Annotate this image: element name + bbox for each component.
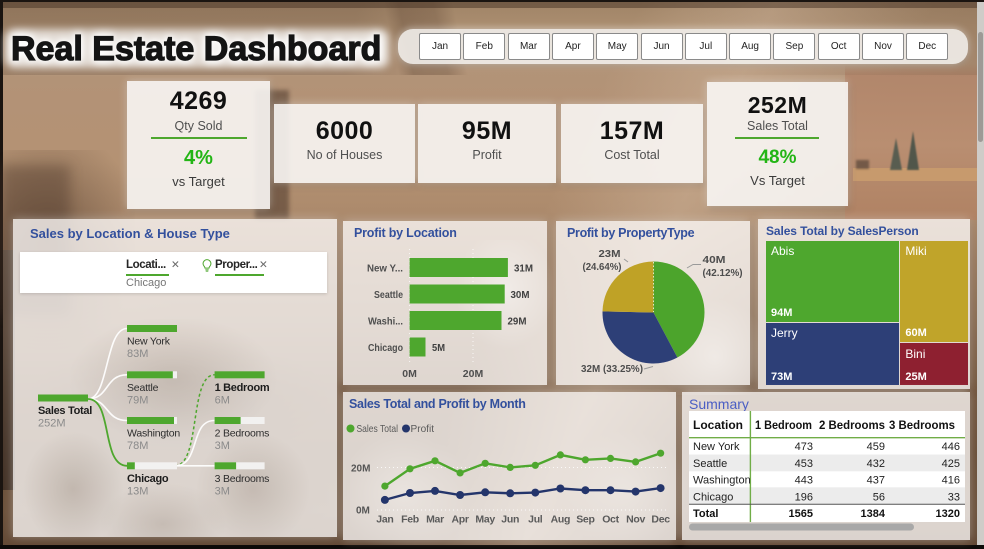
svg-text:432: 432	[867, 458, 885, 470]
svg-text:Washington: Washington	[127, 428, 180, 440]
svg-text:33: 33	[948, 491, 960, 503]
svg-text:31M: 31M	[514, 263, 533, 275]
svg-text:30M: 30M	[511, 289, 530, 301]
svg-text:May: May	[475, 514, 495, 526]
svg-text:Dec: Dec	[651, 514, 670, 526]
svg-text:40M: 40M	[703, 254, 726, 266]
svg-text:Chicago: Chicago	[127, 473, 169, 485]
svg-text:3 Bedrooms: 3 Bedrooms	[215, 473, 270, 485]
svg-text:Feb: Feb	[401, 514, 419, 526]
svg-text:Nov: Nov	[626, 514, 645, 526]
svg-text:29M: 29M	[508, 316, 527, 328]
svg-text:Mar: Mar	[426, 514, 444, 526]
svg-text:New York: New York	[693, 441, 740, 453]
svg-text:Jul: Jul	[528, 514, 543, 526]
svg-text:(42.12%): (42.12%)	[703, 267, 743, 279]
svg-text:20M: 20M	[463, 368, 484, 380]
svg-text:Seattle: Seattle	[693, 458, 727, 470]
svg-text:78M: 78M	[127, 440, 148, 452]
svg-text:1565: 1565	[789, 508, 813, 520]
svg-text:Chicago: Chicago	[693, 491, 733, 503]
svg-text:Jan: Jan	[376, 514, 393, 526]
svg-text:2 Bedrooms: 2 Bedrooms	[215, 428, 270, 440]
svg-text:437: 437	[867, 475, 885, 487]
svg-text:459: 459	[867, 441, 885, 453]
svg-text:2 Bedrooms: 2 Bedrooms	[819, 418, 885, 432]
svg-text:Sales Total: Sales Total	[357, 423, 399, 435]
svg-text:79M: 79M	[127, 394, 148, 406]
svg-text:32M (33.25%): 32M (33.25%)	[581, 363, 643, 375]
svg-text:Seattle: Seattle	[127, 382, 159, 394]
svg-text:Jun: Jun	[501, 514, 519, 526]
svg-text:Total: Total	[693, 508, 718, 520]
svg-text:443: 443	[795, 475, 813, 487]
svg-text:425: 425	[942, 458, 960, 470]
svg-text:Sep: Sep	[576, 514, 594, 526]
svg-text:13M: 13M	[127, 485, 148, 497]
svg-text:473: 473	[795, 441, 813, 453]
svg-text:20M: 20M	[351, 464, 370, 475]
svg-text:3 Bedrooms: 3 Bedrooms	[889, 418, 955, 432]
svg-text:453: 453	[795, 458, 813, 470]
svg-text:1 Bedroom: 1 Bedroom	[215, 382, 270, 394]
svg-text:196: 196	[795, 491, 813, 503]
svg-text:Apr: Apr	[452, 514, 469, 526]
svg-text:Washington: Washington	[693, 475, 751, 487]
svg-text:252M: 252M	[38, 418, 66, 430]
svg-text:83M: 83M	[127, 348, 148, 360]
svg-text:Seattle: Seattle	[374, 289, 403, 301]
svg-text:Oct: Oct	[602, 514, 619, 526]
svg-text:5M: 5M	[432, 342, 445, 354]
svg-text:Profit: Profit	[411, 423, 435, 435]
svg-text:3M: 3M	[215, 485, 230, 497]
svg-text:Washi...: Washi...	[368, 316, 403, 328]
svg-text:1 Bedroom: 1 Bedroom	[755, 418, 812, 432]
svg-text:3M: 3M	[215, 440, 230, 452]
svg-text:Chicago: Chicago	[368, 342, 403, 354]
svg-text:1384: 1384	[861, 508, 886, 520]
svg-text:0M: 0M	[356, 506, 370, 517]
svg-text:56: 56	[873, 491, 885, 503]
svg-text:23M: 23M	[599, 248, 621, 260]
svg-text:416: 416	[942, 475, 960, 487]
svg-text:New Y...: New Y...	[367, 263, 403, 275]
svg-text:446: 446	[942, 441, 960, 453]
svg-text:1320: 1320	[936, 508, 960, 520]
svg-text:Sales Total: Sales Total	[38, 405, 92, 417]
svg-text:(24.64%): (24.64%)	[583, 261, 622, 273]
svg-text:New York: New York	[127, 336, 171, 348]
svg-text:Location: Location	[693, 418, 743, 432]
svg-text:0M: 0M	[402, 368, 417, 380]
svg-text:Aug: Aug	[551, 514, 571, 526]
svg-text:6M: 6M	[215, 394, 230, 406]
